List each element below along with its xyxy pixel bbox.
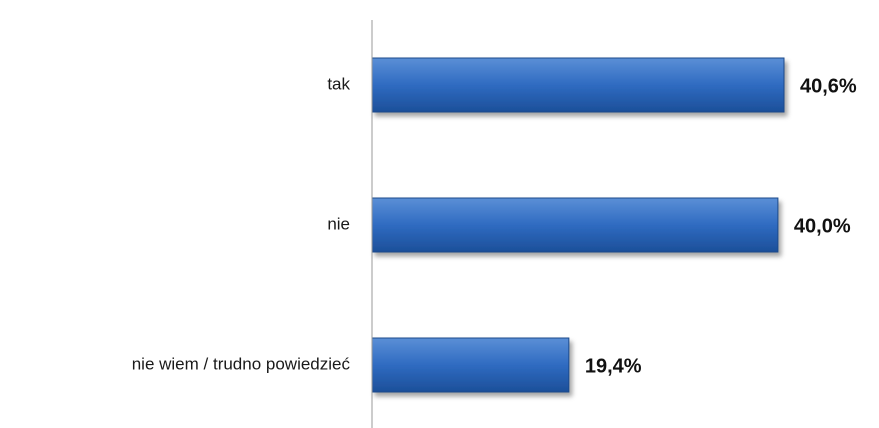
- value-label-nie-wiem-trudno-powiedziec: 19,4%: [585, 355, 642, 377]
- bar-tak: [371, 57, 785, 113]
- category-label-tak: tak: [327, 74, 350, 93]
- labels-group: tak 40,6% nie 40,0% nie wiem / trudno powied…: [132, 74, 857, 377]
- category-label-nie: nie: [327, 214, 350, 233]
- bar-nie-wiem-trudno-powiedziec: [371, 337, 570, 393]
- bars-group: [371, 57, 785, 393]
- value-label-tak: 40,6%: [800, 75, 857, 97]
- bar-nie: [371, 197, 779, 253]
- value-label-nie: 40,0%: [794, 215, 851, 237]
- category-label-nie-wiem-trudno-powiedziec: nie wiem / trudno powiedzieć: [132, 354, 351, 373]
